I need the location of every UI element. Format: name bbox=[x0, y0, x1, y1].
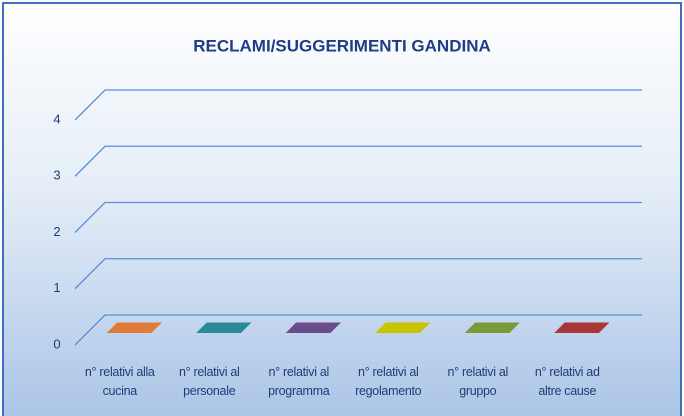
bar bbox=[106, 322, 162, 333]
x-tick-label: n° relativi alla cucina bbox=[84, 365, 155, 398]
grid-line bbox=[74, 314, 642, 346]
x-tick-label: n° relativi al programma bbox=[268, 365, 330, 398]
y-tick-label: 2 bbox=[53, 224, 60, 239]
bar-face bbox=[196, 322, 252, 333]
bar bbox=[464, 322, 520, 333]
y-tick-label: 1 bbox=[53, 280, 60, 295]
x-tick-label: n° relativi al regolamento bbox=[355, 365, 422, 398]
grid-line bbox=[74, 89, 642, 121]
bar bbox=[196, 322, 252, 333]
bar-face bbox=[375, 322, 431, 333]
bar-face bbox=[106, 322, 162, 333]
bar bbox=[554, 322, 610, 333]
x-tick-label: n° relativi al personale bbox=[178, 365, 240, 398]
bar bbox=[375, 322, 431, 333]
bar-face bbox=[554, 322, 610, 333]
y-tick-label: 0 bbox=[53, 336, 60, 351]
x-tick-label: n° relativi ad altre cause bbox=[534, 365, 600, 398]
chart-title: RECLAMI/SUGGERIMENTI GANDINA bbox=[193, 36, 491, 55]
bar bbox=[285, 322, 341, 333]
y-tick-label: 4 bbox=[53, 111, 60, 126]
bar-face bbox=[285, 322, 341, 333]
grid-line bbox=[74, 201, 642, 233]
x-tick-label: n° relativi al gruppo bbox=[447, 365, 509, 398]
grid-line bbox=[74, 145, 642, 177]
bar-face bbox=[464, 322, 520, 333]
y-tick-label: 3 bbox=[53, 168, 60, 183]
grid-line bbox=[74, 258, 642, 290]
